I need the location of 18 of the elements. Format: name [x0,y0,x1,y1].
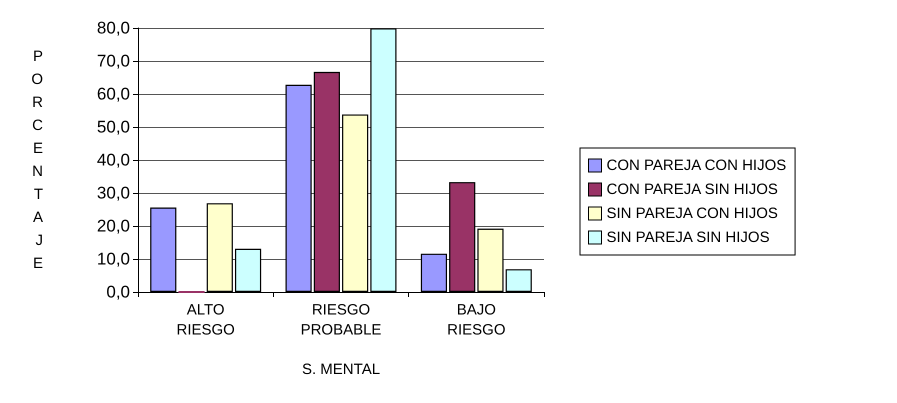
y-tick-label: 0,0 [106,282,130,302]
y-tick-label: 30,0 [96,184,130,202]
y-tick-label: 50,0 [96,118,130,136]
text: PORCENTAJE [31,48,43,272]
legend-label: SIN PAREJA SIN HIJOS [606,229,770,246]
y-tick-label: 10,0 [96,250,130,268]
y-tick-label: 70,0 [96,52,130,70]
y-tick-label: 20,0 [96,216,130,236]
legend-label: CON PAREJA CON HIJOS [606,157,786,174]
legend-label: SIN PAREJA CON HIJOS [606,205,778,222]
x-tick-label: ALTO RIESGO [176,302,235,338]
x-axis-title: S. MENTAL [302,361,380,378]
y-tick-label: 80,0 [96,18,130,38]
x-tick-label: RIESGO PROBABLE [300,302,382,338]
legend-label: CON PAREJA SIN HIJOS [606,181,778,198]
y-tick-label: 60,0 [96,84,130,104]
y-tick-label: 40,0 [96,150,130,170]
x-tick-label: BAJO RIESGO [447,302,506,338]
